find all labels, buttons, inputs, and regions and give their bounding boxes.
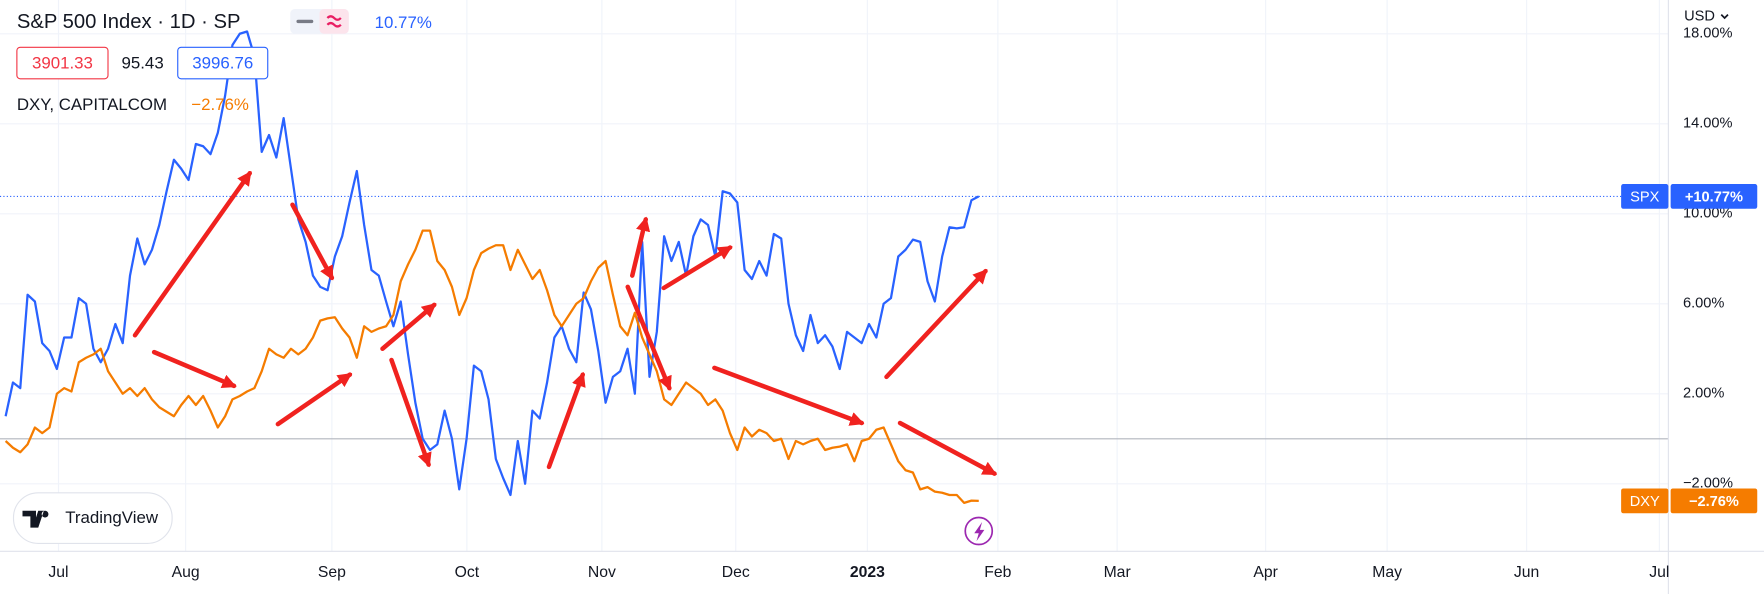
annotation-arrows	[132, 170, 998, 476]
ohlc-value: 95.43	[122, 54, 164, 73]
overlay: 18.00% 14.00% 10.00% 6.00% 2.00% −2.00% Jul Aug…	[48, 26, 1764, 594]
x-tick-label: Jul	[48, 564, 68, 581]
brand: TradingView	[65, 508, 159, 527]
arrow	[389, 357, 432, 468]
x-tick-label: Feb	[984, 564, 1011, 581]
y-tick-label: −2.00%	[1683, 476, 1733, 492]
x-tick-label: Dec	[722, 564, 750, 581]
y-tick-label: 10.00%	[1683, 206, 1733, 222]
price-tag-name: SPX	[1630, 189, 1659, 205]
currency[interactable]: USD	[1684, 9, 1715, 25]
x-tick-label: Apr	[1253, 564, 1278, 581]
price-tag	[1670, 184, 1758, 209]
arrow	[630, 216, 651, 278]
arrow	[884, 268, 988, 380]
series-lines	[4, 30, 980, 504]
ohlc-value: 3996.76	[192, 54, 253, 73]
x-tick-label: Oct	[455, 564, 480, 581]
series-line	[4, 229, 979, 504]
y-tick-label: 6.00%	[1683, 296, 1724, 312]
toggle-icon	[326, 15, 342, 28]
x-tick-label: May	[1372, 564, 1402, 581]
price-tag	[1670, 488, 1758, 514]
y-tick-label: 14.00%	[1683, 116, 1733, 132]
price-tag-name: DXY	[1630, 494, 1660, 510]
x-tick-label: Aug	[172, 564, 200, 581]
x-tick-label: Nov	[588, 564, 616, 581]
arrow	[897, 420, 998, 476]
logo-icon	[22, 510, 49, 528]
x-tick-label: 2023	[850, 564, 885, 581]
arrow	[151, 349, 237, 389]
arrow	[275, 372, 353, 427]
compare-change: −2.76%	[191, 95, 249, 114]
toggle-active[interactable]	[319, 9, 349, 34]
price-tag	[1621, 488, 1669, 514]
x-tick-label: Jun	[1514, 564, 1539, 581]
arrow	[625, 284, 672, 391]
arrow	[132, 170, 252, 338]
price-tag-value: −2.76%	[1689, 494, 1739, 510]
arrow	[380, 302, 437, 351]
arrow	[290, 202, 335, 281]
y-tick-label: 18.00%	[1683, 26, 1733, 42]
arrow	[661, 245, 733, 291]
axis-mask	[1669, 552, 1764, 594]
grid	[0, 0, 1669, 552]
event-icon-bolt	[974, 522, 985, 542]
x-tick-label: Mar	[1104, 564, 1131, 581]
y-tick-label: 2.00%	[1683, 386, 1724, 402]
arrow	[712, 365, 865, 426]
x-tick-label: Jul	[1649, 564, 1669, 581]
chart-title: S&P 500 Index · 1D · SP	[17, 11, 241, 33]
ohlc-box	[177, 46, 269, 80]
price-tag	[1621, 184, 1669, 209]
ohlc-value: 3901.33	[32, 54, 93, 73]
ohlc-box	[16, 46, 109, 80]
x-tick-label: Sep	[318, 564, 346, 581]
change: 10.77%	[375, 13, 432, 32]
logo-badge[interactable]	[12, 492, 173, 544]
price-tag-value: +10.77%	[1685, 189, 1743, 205]
series-line	[4, 30, 980, 497]
arrow	[546, 371, 586, 470]
compare-label: DXY, CAPITALCOM	[17, 95, 167, 114]
currency-caret	[1720, 14, 1729, 20]
